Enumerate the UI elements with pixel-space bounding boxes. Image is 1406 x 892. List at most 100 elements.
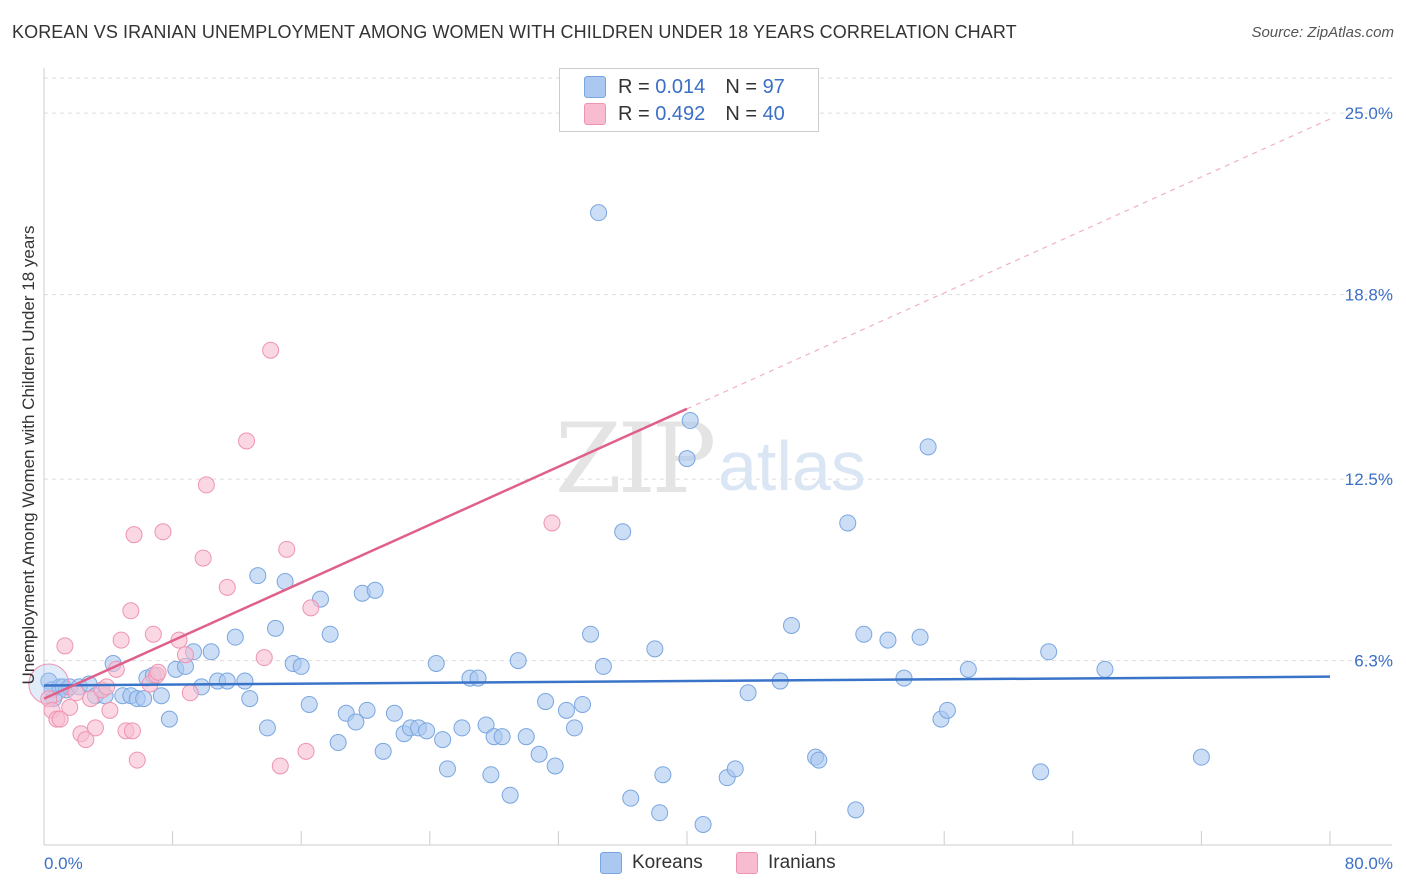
bottom-iranian-label: Iranians <box>768 852 836 873</box>
korean-n-value: 97 <box>762 75 785 98</box>
korean-point <box>385 704 403 722</box>
iranian-point <box>543 514 561 532</box>
korean-point <box>438 760 456 778</box>
iranian-point <box>278 540 296 558</box>
iranian-point <box>77 731 95 749</box>
iranian-point <box>122 602 140 620</box>
korean-point <box>434 731 452 749</box>
iranian-point <box>51 710 69 728</box>
watermark-atlas: atlas <box>718 427 866 505</box>
iranian-r-label: R = <box>618 102 650 125</box>
iranian-point <box>176 646 194 664</box>
korean-point <box>739 684 757 702</box>
korean-point <box>135 690 153 708</box>
trend-layer <box>43 118 1331 700</box>
bottom-iranian-swatch <box>736 852 758 874</box>
iranian-point <box>128 751 146 769</box>
korean-point <box>236 672 254 690</box>
korean-points <box>28 204 1210 834</box>
iranian-points <box>40 341 561 775</box>
iranian-trend-line <box>43 407 688 700</box>
korean-point <box>292 657 310 675</box>
korean-point <box>152 687 170 705</box>
korean-point <box>347 713 365 731</box>
korean-point <box>1032 763 1050 781</box>
bottom-korean-label: Koreans <box>632 852 703 873</box>
korean-swatch <box>584 76 606 98</box>
korean-point <box>358 701 376 719</box>
grid-layer <box>44 77 1392 662</box>
korean-point <box>847 801 865 819</box>
iranian-point <box>149 663 167 681</box>
korean-point <box>329 734 347 752</box>
iranian-trend-extension <box>686 118 1331 410</box>
legend-row-iranians: R = 0.492 N = 40 <box>584 102 785 126</box>
korean-point <box>241 690 259 708</box>
legend-row-koreans: R = 0.014 N = 97 <box>584 75 785 99</box>
korean-point <box>374 742 392 760</box>
y-tick-label: 6.3% <box>1354 652 1393 671</box>
bottom-legend-koreans: Koreans <box>600 852 703 874</box>
iranian-point <box>125 526 143 544</box>
iranian-point <box>61 698 79 716</box>
iranian-point <box>302 599 320 617</box>
iranian-n-label: N = <box>725 102 757 125</box>
korean-point <box>202 643 220 661</box>
korean-trend-line <box>43 675 1331 687</box>
korean-point <box>810 751 828 769</box>
iranian-point <box>56 637 74 655</box>
korean-point <box>651 804 669 822</box>
korean-point <box>782 616 800 634</box>
korean-point <box>1096 660 1114 678</box>
korean-point <box>530 745 548 763</box>
iranian-point <box>86 719 104 737</box>
x-tick-label: 80.0% <box>1345 854 1393 873</box>
korean-point <box>594 657 612 675</box>
korean-point <box>300 695 318 713</box>
iranian-point <box>123 722 141 740</box>
korean-n-label: N = <box>725 75 757 98</box>
iranian-point <box>194 549 212 567</box>
korean-point <box>839 514 857 532</box>
korean-point <box>911 628 929 646</box>
korean-point <box>694 816 712 834</box>
x-tick-label: 0.0% <box>44 854 83 873</box>
chart-title: KOREAN VS IRANIAN UNEMPLOYMENT AMONG WOM… <box>12 22 1017 42</box>
korean-point <box>565 719 583 737</box>
axes-layer <box>43 68 1392 846</box>
korean-point <box>654 766 672 784</box>
korean-point <box>160 710 178 728</box>
y-axis-label: Unemployment Among Women with Children U… <box>19 226 38 685</box>
korean-point <box>678 450 696 468</box>
iranian-point <box>218 578 236 596</box>
korean-point <box>574 695 592 713</box>
iranian-point <box>112 631 130 649</box>
korean-point <box>614 523 632 541</box>
watermark: ZIP atlas <box>555 403 866 515</box>
korean-point <box>681 412 699 430</box>
correlation-legend: R = 0.014 N = 97 R = 0.492 N = 40 <box>559 68 819 132</box>
bottom-korean-swatch <box>600 852 622 874</box>
korean-point <box>266 619 284 637</box>
source-label: Source: ZipAtlas.com <box>1251 24 1394 41</box>
iranian-point <box>297 742 315 760</box>
y-tick-label: 18.8% <box>1345 286 1393 305</box>
ticklabel-layer: 6.3% 12.5% 18.8% 25.0% 0.0% 80.0% <box>44 104 1393 873</box>
korean-point <box>493 728 511 746</box>
korean-point <box>959 660 977 678</box>
korean-point <box>258 719 276 737</box>
iranian-n-value: 40 <box>762 102 785 125</box>
korean-r-value: 0.014 <box>655 75 706 98</box>
korean-point <box>427 654 445 672</box>
korean-point <box>1192 748 1210 766</box>
korean-point <box>855 625 873 643</box>
iranian-point <box>181 684 199 702</box>
korean-point <box>582 625 600 643</box>
korean-r-label: R = <box>618 75 650 98</box>
iranian-swatch <box>584 103 606 125</box>
korean-point <box>1040 643 1058 661</box>
iranian-point <box>101 701 119 719</box>
korean-point <box>517 728 535 746</box>
korean-point <box>453 719 471 737</box>
y-tick-label: 25.0% <box>1345 104 1393 123</box>
